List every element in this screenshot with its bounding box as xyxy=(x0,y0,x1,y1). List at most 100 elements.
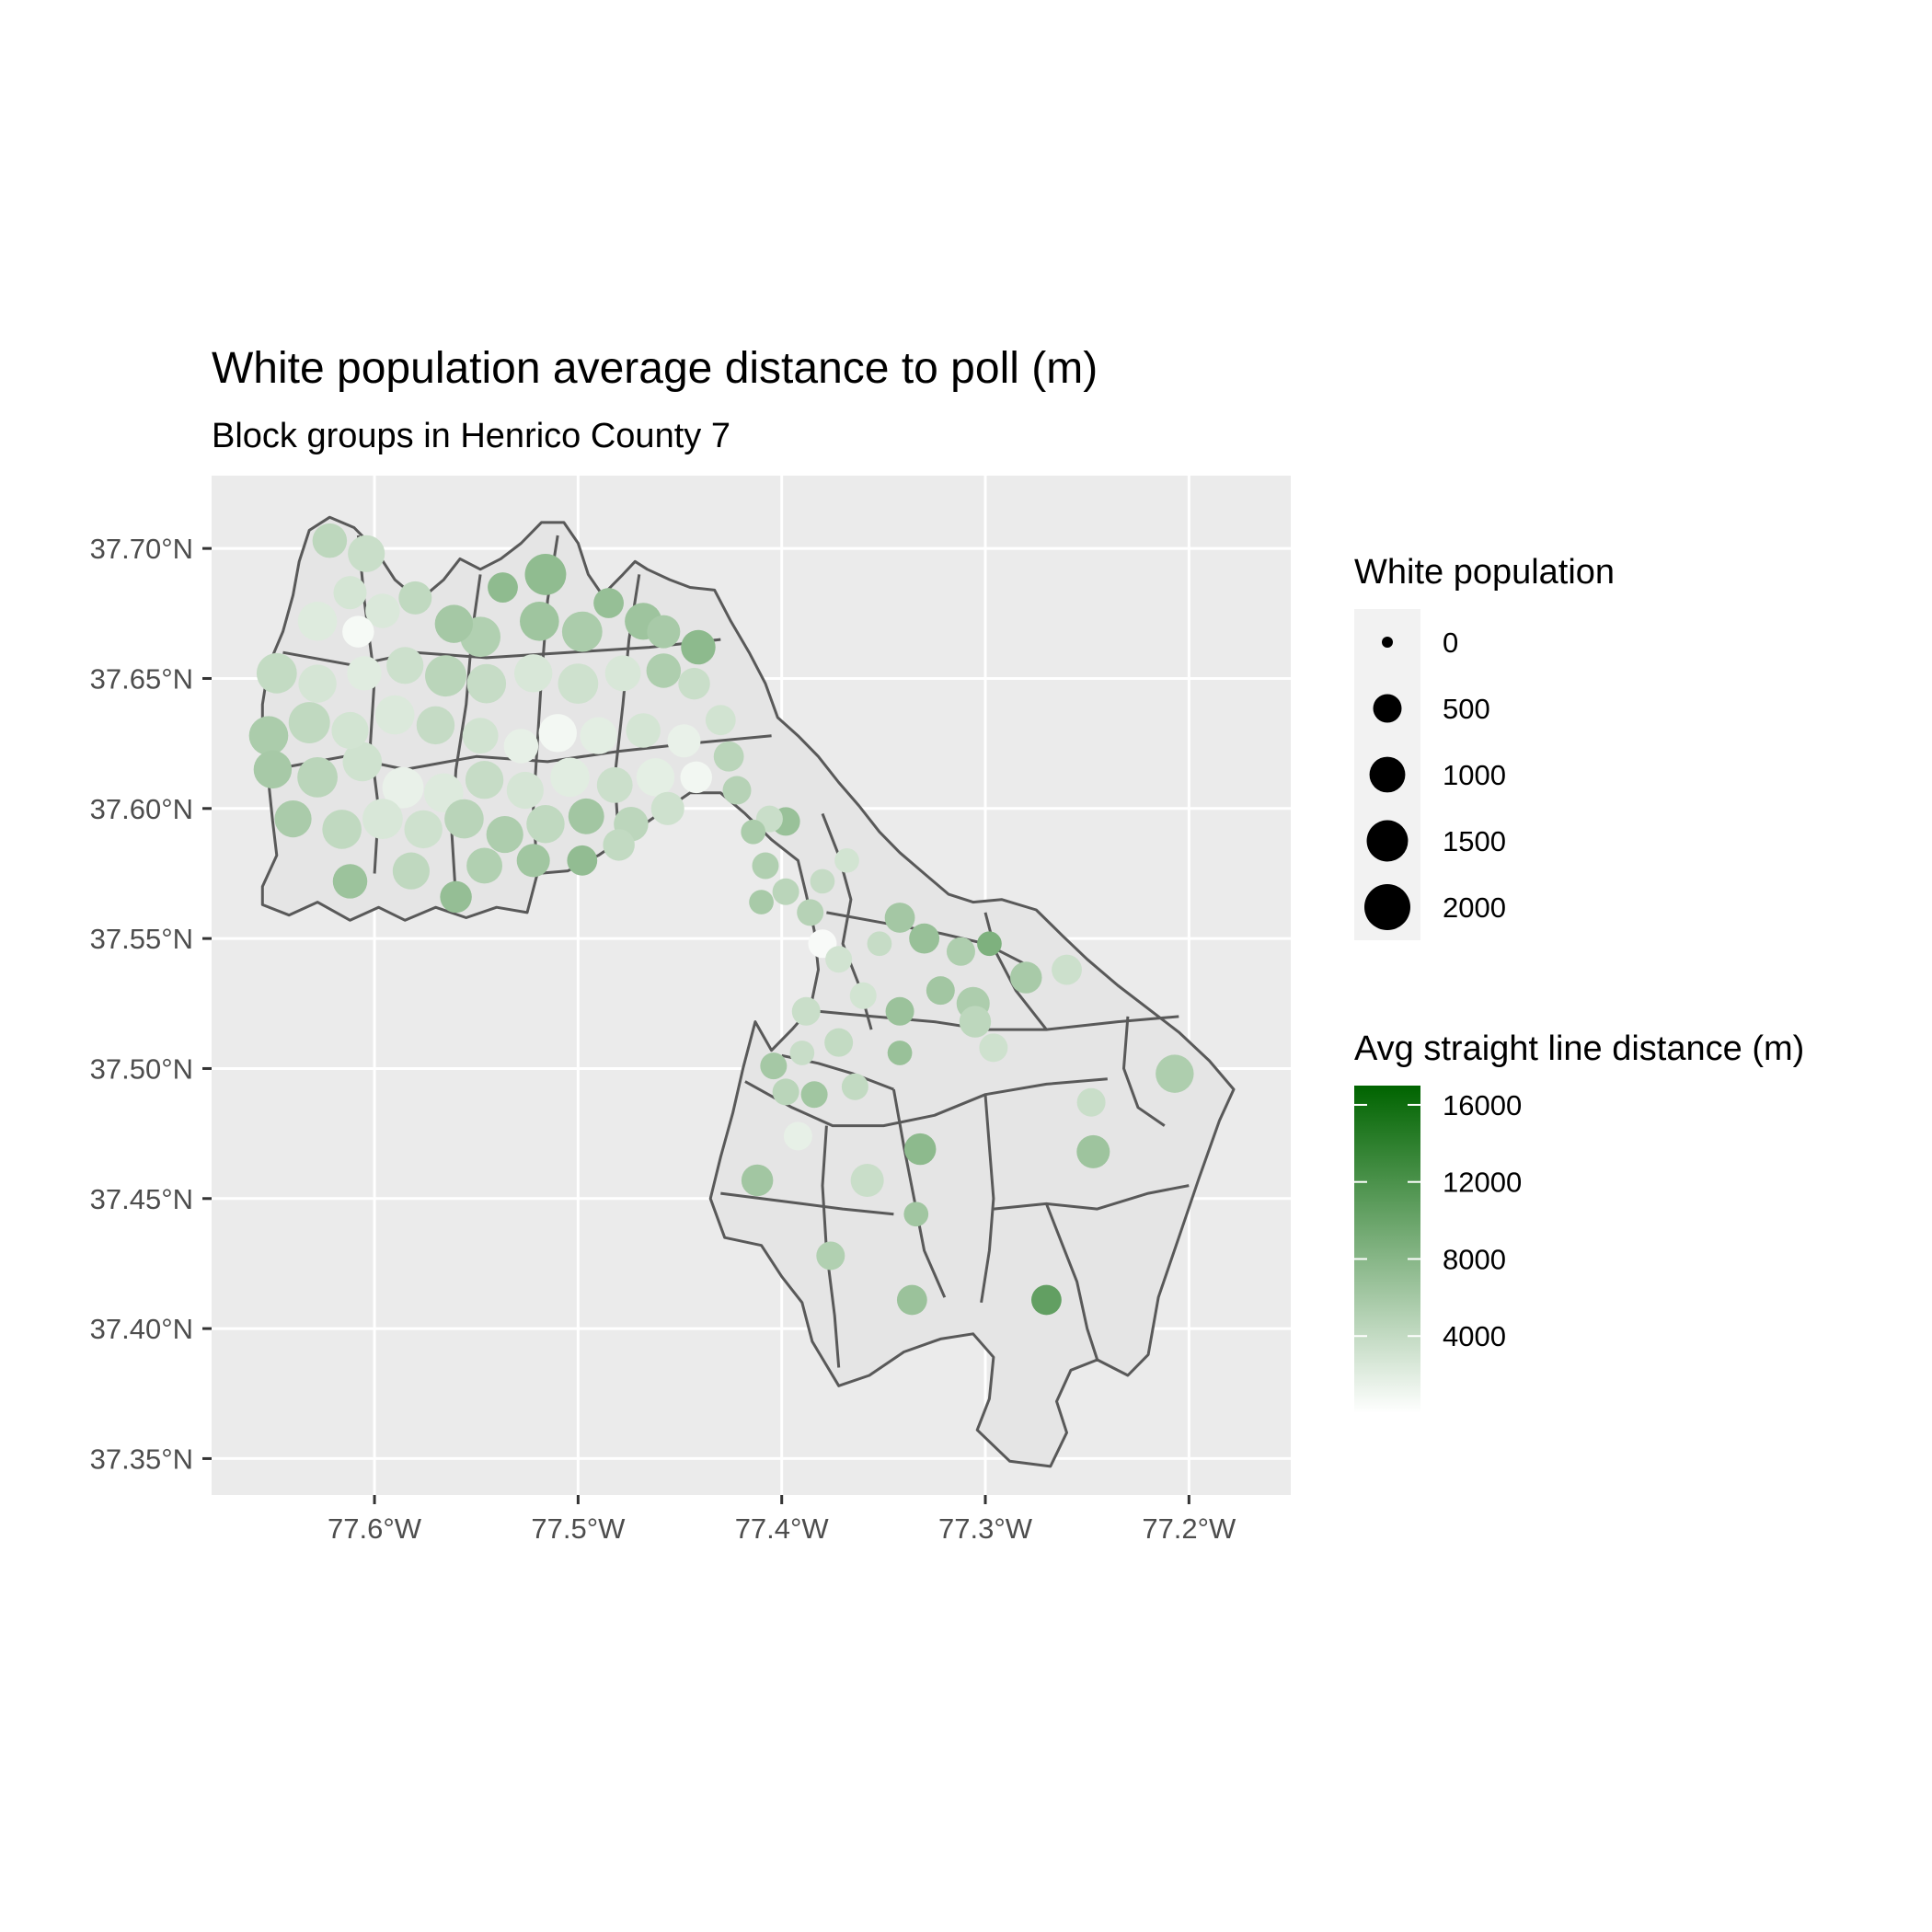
color-legend-label: 12000 xyxy=(1443,1167,1522,1199)
data-point xyxy=(440,880,472,914)
size-legend-key xyxy=(1382,637,1393,648)
block-group-boundary xyxy=(720,1191,894,1216)
data-point xyxy=(903,1133,937,1166)
x-tick-label: 77.2°W xyxy=(1142,1512,1236,1545)
data-point xyxy=(444,799,484,839)
data-point xyxy=(1031,1284,1062,1316)
data-point xyxy=(850,1163,884,1198)
x-tick-label: 77.3°W xyxy=(938,1512,1033,1545)
data-point xyxy=(256,652,297,694)
data-point xyxy=(979,1033,1008,1063)
size-legend-label: 0 xyxy=(1443,627,1458,659)
data-point xyxy=(800,1081,828,1109)
data-point xyxy=(348,535,385,572)
data-point xyxy=(772,878,799,905)
data-point xyxy=(312,523,348,558)
data-point xyxy=(596,766,633,803)
data-point xyxy=(253,750,293,789)
data-point xyxy=(884,903,915,933)
size-legend-key xyxy=(1373,694,1402,723)
data-point xyxy=(503,729,539,764)
data-point xyxy=(466,663,507,704)
data-point xyxy=(347,656,382,691)
color-legend-label: 8000 xyxy=(1443,1243,1506,1275)
color-legend-label: 16000 xyxy=(1443,1089,1522,1121)
data-point xyxy=(365,593,400,628)
size-legend-title: White population xyxy=(1354,553,1615,592)
data-point xyxy=(783,1121,812,1151)
size-legend: White population 0 500 1000 1500 2000 xyxy=(1354,553,1615,940)
x-tick-label: 77.6°W xyxy=(328,1512,422,1545)
data-point xyxy=(374,695,415,735)
y-tick-label: 37.40°N xyxy=(90,1313,193,1345)
chart-subtitle: Block groups in Henrico County 7 xyxy=(212,417,730,455)
data-point xyxy=(705,705,736,736)
data-point xyxy=(909,923,940,954)
data-point xyxy=(567,845,598,876)
data-point xyxy=(810,868,835,894)
data-point xyxy=(520,601,559,641)
y-tick-label: 37.50°N xyxy=(90,1052,193,1085)
data-point xyxy=(741,819,766,845)
data-point xyxy=(362,799,403,839)
data-point xyxy=(488,572,518,603)
data-point xyxy=(841,1073,868,1100)
block-group-boundary xyxy=(744,1077,1108,1128)
data-point xyxy=(416,706,455,745)
data-point xyxy=(550,757,590,798)
data-point xyxy=(1076,1087,1106,1117)
data-point xyxy=(538,714,577,753)
data-point xyxy=(849,982,877,1009)
data-point xyxy=(977,931,1002,957)
data-point xyxy=(834,847,859,873)
data-point xyxy=(382,766,424,809)
data-point xyxy=(1076,1134,1110,1168)
data-point xyxy=(760,1052,788,1080)
data-point xyxy=(274,800,312,838)
data-point xyxy=(824,1028,854,1057)
y-tick-label: 37.60°N xyxy=(90,793,193,825)
data-point xyxy=(513,654,553,693)
data-point xyxy=(506,771,544,810)
data-point xyxy=(404,810,443,849)
data-point xyxy=(667,724,701,758)
size-legend-key xyxy=(1364,884,1410,930)
y-tick-label: 37.35°N xyxy=(90,1443,193,1475)
data-point xyxy=(626,713,661,748)
data-point xyxy=(1010,961,1042,994)
color-legend-title: Avg straight line distance (m) xyxy=(1354,1029,1804,1068)
data-point xyxy=(466,847,503,884)
data-point xyxy=(342,742,383,782)
data-point xyxy=(332,864,368,899)
data-point xyxy=(524,553,567,595)
chart-title: White population average distance to pol… xyxy=(212,344,1098,393)
x-axis: 77.6°W 77.5°W 77.4°W 77.3°W 77.2°W xyxy=(328,1495,1236,1545)
y-tick-label: 37.65°N xyxy=(90,662,193,695)
data-point xyxy=(516,844,550,878)
data-point xyxy=(604,655,641,692)
block-group-boundary xyxy=(993,1184,1190,1211)
data-point xyxy=(297,601,338,641)
data-point xyxy=(752,852,779,880)
data-point xyxy=(713,741,744,772)
color-legend: Avg straight line distance (m) 16000 1200… xyxy=(1354,1029,1804,1413)
data-point xyxy=(749,890,774,914)
data-point xyxy=(398,581,432,615)
data-point xyxy=(647,615,681,649)
data-point xyxy=(462,718,499,754)
data-point xyxy=(486,815,523,854)
data-point xyxy=(1052,954,1082,985)
data-point xyxy=(333,576,367,610)
data-point xyxy=(678,667,710,700)
data-point xyxy=(680,761,712,794)
data-point xyxy=(465,760,504,799)
data-point xyxy=(386,647,424,684)
data-point xyxy=(946,937,975,966)
data-point xyxy=(342,615,374,648)
data-point xyxy=(646,653,682,688)
data-point xyxy=(558,663,599,705)
data-point xyxy=(885,996,914,1026)
data-point xyxy=(1156,1054,1194,1093)
data-point xyxy=(791,996,821,1026)
